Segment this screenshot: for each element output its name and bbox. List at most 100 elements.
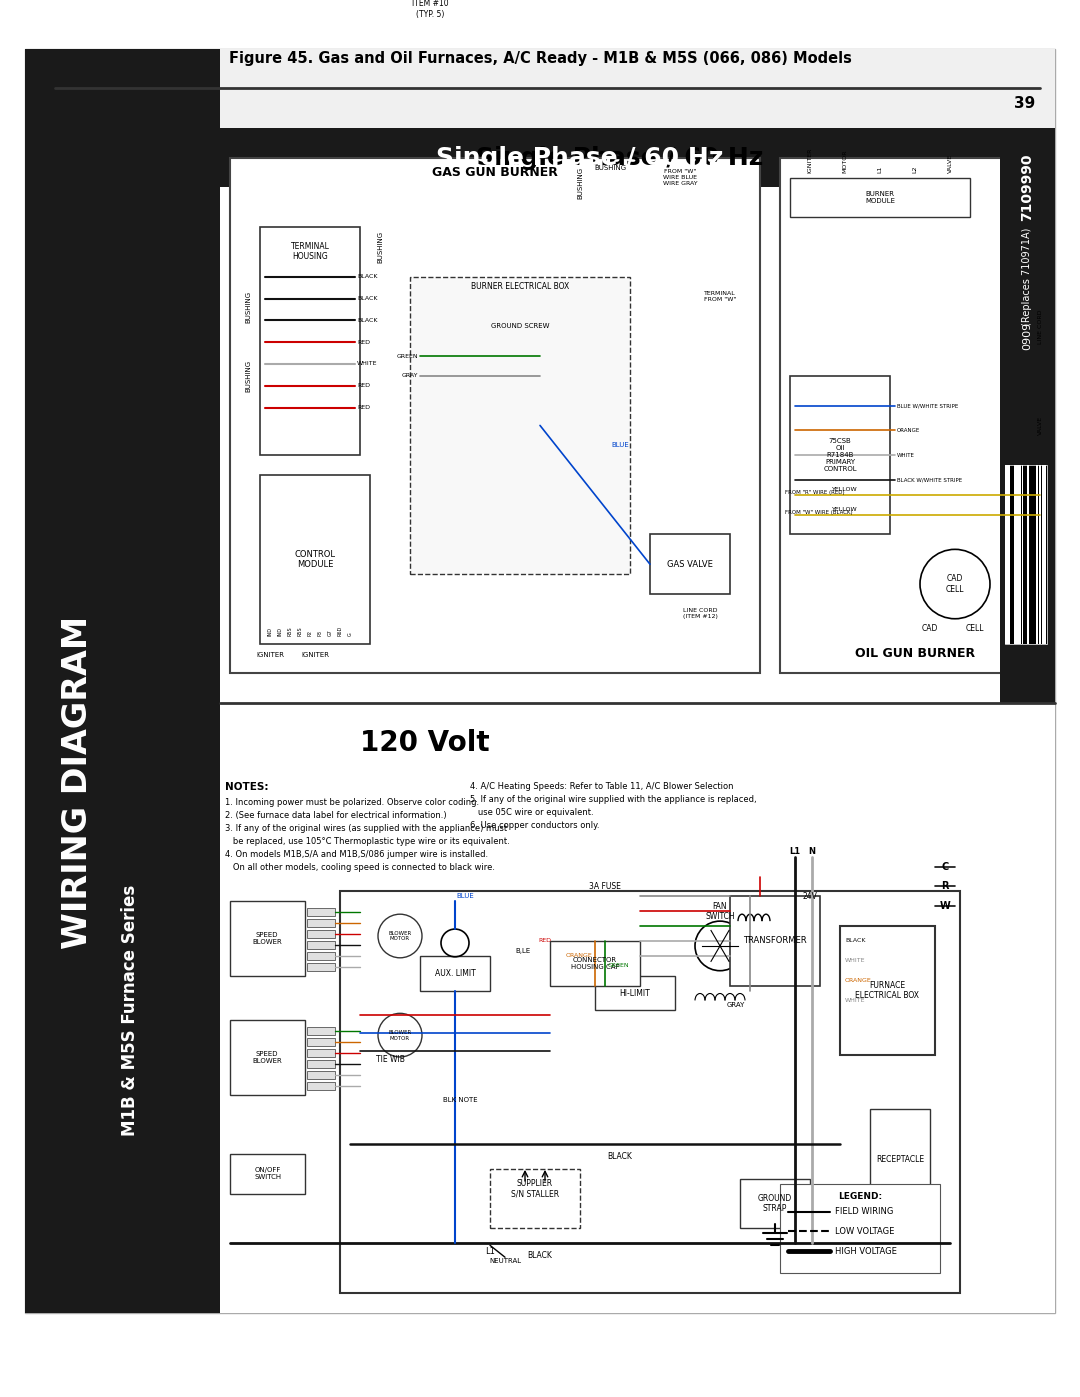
Text: 75CSB
Oil
R7184B
PRIMARY
CONTROL: 75CSB Oil R7184B PRIMARY CONTROL: [823, 439, 856, 472]
Text: RED: RED: [357, 383, 370, 388]
Bar: [1018, 465, 1021, 644]
Text: NOTES:: NOTES:: [225, 782, 269, 792]
Bar: [780, 1183, 940, 1273]
Text: C: C: [942, 862, 948, 872]
Text: CONTROL
MODULE: CONTROL MODULE: [295, 549, 336, 569]
Bar: [880, 1206, 920, 1224]
Text: BLOWER
MOTOR: BLOWER MOTOR: [389, 1030, 411, 1041]
Text: 2. (See furnace data label for electrical information.): 2. (See furnace data label for electrica…: [225, 812, 447, 820]
Text: On all other models, cooling speed is connected to black wire.: On all other models, cooling speed is co…: [225, 862, 495, 872]
Text: WHITE: WHITE: [357, 362, 378, 366]
Text: BLOWER
MOTOR: BLOWER MOTOR: [389, 930, 411, 942]
Text: BLACK: BLACK: [845, 939, 865, 943]
Text: FURNACE
ELECTRICAL BOX: FURNACE ELECTRICAL BOX: [855, 981, 919, 1000]
Text: 1. Incoming power must be polarized. Observe color coding.: 1. Incoming power must be polarized. Obs…: [225, 798, 480, 807]
Bar: [307, 963, 335, 971]
Text: RED: RED: [357, 339, 370, 345]
Bar: [307, 1060, 335, 1067]
Bar: [1035, 465, 1036, 644]
Text: CAD
CELL: CAD CELL: [946, 574, 964, 594]
Text: use 05C wire or equivalent.: use 05C wire or equivalent.: [470, 807, 594, 817]
Text: BLACK: BLACK: [357, 296, 378, 300]
Bar: [1021, 465, 1022, 644]
Bar: [1023, 465, 1025, 644]
Text: W: W: [940, 901, 950, 911]
Text: 3. If any of the original wires (as supplied with the appliance) must: 3. If any of the original wires (as supp…: [225, 824, 508, 833]
Bar: [260, 475, 370, 644]
Bar: [1010, 465, 1012, 644]
Bar: [307, 919, 335, 928]
Bar: [1036, 465, 1038, 644]
Text: HI-LIMIT: HI-LIMIT: [620, 989, 650, 997]
Text: LEGEND:: LEGEND:: [838, 1192, 882, 1201]
Text: 4. On models M1B,S/A and M1B,S/086 jumper wire is installed.: 4. On models M1B,S/A and M1B,S/086 jumpe…: [225, 849, 488, 859]
Text: CELL: CELL: [966, 624, 984, 633]
Text: LINE CORD: LINE CORD: [1038, 309, 1042, 344]
Text: CONNECTOR
HOUSING CAP: CONNECTOR HOUSING CAP: [570, 957, 619, 971]
Bar: [307, 1071, 335, 1078]
Text: ORANGE: ORANGE: [845, 978, 872, 983]
Text: SPEED
BLOWER: SPEED BLOWER: [252, 1052, 282, 1065]
Text: 0909: 0909: [1022, 323, 1032, 351]
Text: BUSHING: BUSHING: [245, 360, 251, 393]
Bar: [1000, 129, 1055, 703]
Text: (Replaces 710971A): (Replaces 710971A): [1022, 228, 1032, 326]
Bar: [220, 703, 1055, 1313]
Text: FROM "R" WIRE (RED): FROM "R" WIRE (RED): [785, 490, 845, 496]
Text: ORANGE: ORANGE: [565, 953, 592, 958]
Text: WHITE: WHITE: [845, 997, 865, 1003]
Text: OIL GUN BURNER: OIL GUN BURNER: [855, 647, 975, 659]
Bar: [307, 1038, 335, 1046]
Text: IGNITER: IGNITER: [301, 652, 329, 658]
Text: 4. A/C Heating Speeds: Refer to Table 11, A/C Blower Selection: 4. A/C Heating Speeds: Refer to Table 11…: [470, 782, 733, 791]
Bar: [1027, 465, 1029, 644]
Bar: [307, 951, 335, 960]
Bar: [789, 376, 890, 535]
Bar: [1014, 465, 1017, 644]
Bar: [220, 129, 1055, 703]
Text: LINE CORD
(ITEM #12): LINE CORD (ITEM #12): [683, 608, 717, 619]
Bar: [1044, 465, 1047, 644]
Text: Figure 45. Gas and Oil Furnaces, A/C Ready - M1B & M5S (066, 086) Models: Figure 45. Gas and Oil Furnaces, A/C Rea…: [229, 52, 851, 66]
Bar: [1025, 465, 1027, 644]
Text: GREEN: GREEN: [608, 964, 630, 968]
Text: SPEED
BLOWER: SPEED BLOWER: [252, 932, 282, 946]
Text: BUSHING: BUSHING: [577, 166, 583, 198]
Text: GRAY: GRAY: [727, 1003, 745, 1009]
Text: VALVE: VALVE: [1038, 416, 1042, 434]
Bar: [340, 891, 960, 1292]
Text: BLACK: BLACK: [608, 1151, 633, 1161]
Text: BLACK W/WHITE STRIPE: BLACK W/WHITE STRIPE: [897, 478, 962, 482]
Bar: [307, 1081, 335, 1090]
Text: AUX. LIMIT: AUX. LIMIT: [434, 970, 475, 978]
Bar: [730, 897, 820, 985]
Text: RED: RED: [539, 939, 552, 943]
Bar: [1007, 465, 1009, 644]
Text: G7: G7: [327, 629, 333, 636]
Text: R6D: R6D: [337, 626, 342, 636]
Text: GROUND SCREW: GROUND SCREW: [490, 323, 550, 330]
Bar: [1005, 465, 1007, 644]
Text: TERMINAL
FROM "W": TERMINAL FROM "W": [704, 291, 737, 302]
Text: RECEPTACLE: RECEPTACLE: [876, 1154, 924, 1164]
Text: ITEM #10
(TYP. 5): ITEM #10 (TYP. 5): [411, 0, 448, 18]
Text: WIRING DIAGRAM: WIRING DIAGRAM: [62, 616, 95, 949]
Text: BLACK: BLACK: [357, 319, 378, 323]
Text: BUSHING: BUSHING: [245, 291, 251, 323]
Bar: [1042, 465, 1044, 644]
Text: P3: P3: [318, 630, 323, 636]
Text: R5S: R5S: [287, 626, 293, 636]
Bar: [1032, 465, 1035, 644]
Bar: [885, 1221, 894, 1236]
Text: BURNER ELECTRICAL BOX: BURNER ELECTRICAL BOX: [471, 282, 569, 291]
Text: YELLOW: YELLOW: [833, 507, 858, 513]
Bar: [780, 158, 1050, 673]
Bar: [307, 1027, 335, 1035]
Text: FAN
SWITCH: FAN SWITCH: [705, 901, 734, 921]
Text: BLUE W/WHITE STRIPE: BLUE W/WHITE STRIPE: [897, 404, 958, 408]
Text: BURNER
MODULE: BURNER MODULE: [865, 191, 895, 204]
Text: ON/OFF
SWITCH: ON/OFF SWITCH: [255, 1168, 282, 1180]
Text: WHITE: WHITE: [897, 453, 915, 458]
Text: Single Phase / 60 Hz: Single Phase / 60 Hz: [476, 145, 764, 170]
Text: 3A FUSE: 3A FUSE: [589, 882, 621, 891]
